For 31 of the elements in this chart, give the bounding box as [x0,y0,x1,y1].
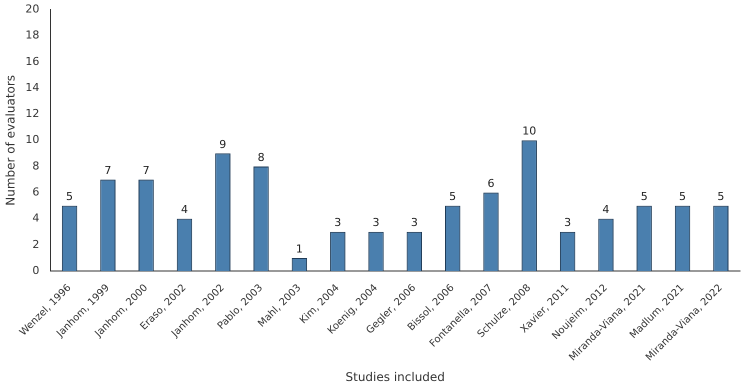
data-label: 3 [372,216,380,230]
data-label: 3 [410,216,418,230]
data-label: 5 [449,190,456,204]
data-label: 7 [104,164,112,177]
y-tick-label: 14 [25,80,40,94]
y-tick-label: 4 [32,212,40,225]
y-tick-label: 0 [32,264,40,277]
data-label: 4 [602,203,610,216]
data-label: 6 [487,177,494,190]
data-label: 5 [66,190,74,204]
x-axis-title: Studies included [345,370,445,384]
data-label: 8 [258,150,265,164]
y-tick-label: 20 [25,2,40,16]
data-label: 5 [717,190,724,204]
data-label: 10 [522,124,536,138]
y-tick-label: 6 [32,186,40,198]
data-label: 3 [334,216,342,230]
data-label: 1 [296,242,303,256]
data-label: 5 [679,190,686,204]
data-label: 4 [180,203,188,216]
y-axis-title: Number of evaluators [3,74,18,206]
y-tick-label: 2 [32,238,40,251]
data-label: 9 [219,138,226,151]
y-tick-label: 12 [25,107,40,120]
y-tick-label: 16 [25,54,40,68]
y-tick-label: 8 [32,159,40,172]
data-label: 5 [640,190,648,204]
data-label: 3 [564,216,572,230]
y-tick-label: 10 [25,133,40,146]
y-tick-label: 18 [25,28,40,42]
data-label: 7 [142,164,150,177]
